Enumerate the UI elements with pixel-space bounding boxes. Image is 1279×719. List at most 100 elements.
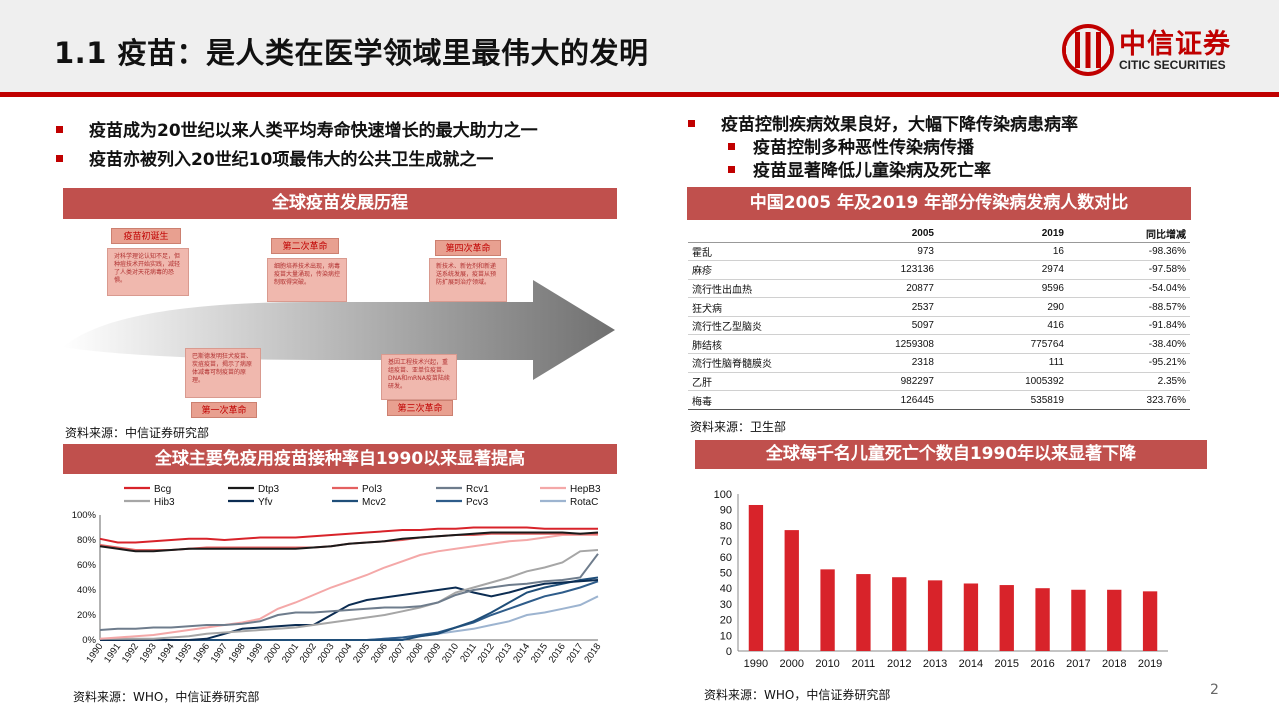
table-row: 麻疹 123136 2974 -97.58%: [688, 260, 1190, 280]
bar-chart-source: 资料来源：WHO，中信证券研究部: [704, 688, 891, 702]
y-tick-label: 40%: [77, 585, 97, 596]
bar: [1107, 589, 1122, 651]
legend-label: RotaC: [570, 497, 598, 508]
x-tick-label: 2019: [1138, 658, 1162, 670]
bullet-square-icon: [728, 165, 735, 173]
x-tick-label: 2003: [316, 641, 337, 665]
x-tick-label: 2008: [404, 641, 425, 665]
stage-callout-second: 细胞培养技术出现，病毒疫苗大量涌现，传染病控制取得突破。: [267, 258, 347, 302]
table-row: 狂犬病 2537 290 -88.57%: [688, 297, 1190, 317]
table-header-cell: [688, 226, 808, 243]
timeline-section-title: 全球疫苗发展历程: [63, 188, 617, 219]
x-tick-label: 2000: [262, 641, 283, 665]
bar: [1035, 588, 1050, 651]
x-tick-label: 1992: [120, 641, 141, 665]
x-tick-label: 2006: [369, 641, 390, 665]
stage-label-fourth: 第四次革命: [435, 240, 501, 256]
y-tick-label: 100: [714, 489, 732, 501]
line-chart-source: 资料来源：WHO，中信证券研究部: [73, 690, 260, 704]
bar-section-title: 全球每千名儿童死亡个数自1990年以来显著下降: [695, 440, 1207, 469]
y-tick-label: 60%: [77, 560, 97, 571]
y-tick-label: 80%: [77, 535, 97, 546]
x-tick-label: 2007: [387, 641, 408, 665]
table-row: 流行性出血热 20877 9596 -54.04%: [688, 279, 1190, 299]
bar: [784, 530, 799, 651]
stage-callout-third: 基因工程技术兴起，重组疫苗、亚单位疫苗、DNA和mRNA疫苗陆续研发。: [381, 354, 457, 400]
bar: [999, 585, 1014, 651]
x-tick-label: 2012: [887, 658, 911, 670]
citic-logo: 中信证券 CITIC SECURITIES: [1062, 22, 1252, 82]
y-tick-label: 0%: [82, 635, 96, 646]
x-tick-label: 1991: [102, 641, 123, 665]
y-tick-label: 10: [720, 630, 732, 642]
x-tick-label: 2016: [547, 641, 568, 665]
y-tick-label: 20%: [77, 610, 97, 621]
y-tick-label: 30: [720, 599, 732, 611]
header-divider: [0, 92, 1279, 97]
series-line-hib3: [100, 549, 599, 640]
series-line-dtp3: [99, 531, 599, 553]
left-bullet-1: 疫苗成为20世纪以来人类平均寿命快速增长的最大助力之一: [56, 116, 538, 141]
x-tick-label: 2013: [923, 658, 947, 670]
legend-label: Rcv1: [466, 484, 489, 495]
legend-label: Yfv: [258, 497, 272, 508]
x-tick-label: 1999: [244, 641, 265, 665]
table-section-title: 中国2005 年及2019 年部分传染病发病人数对比: [687, 187, 1191, 220]
table-row: 乙肝 982297 1005392 2.35%: [688, 372, 1190, 392]
x-tick-label: 2009: [422, 641, 443, 665]
table-row: 流行性乙型脑炎 5097 416 -91.84%: [688, 316, 1190, 336]
child-mortality-bar-chart: 0 10 20 30 40 50 60 70 80 90 100 1990 2000 2010 2011 20…: [714, 489, 1168, 670]
stage-label-second: 第二次革命: [271, 238, 339, 254]
bar: [820, 569, 835, 651]
bullet-square-icon: [56, 154, 63, 162]
stage-callout-fourth: 新技术、新佐剂和新递送系统发展，疫苗从预防扩展到治疗领域。: [429, 258, 507, 302]
stage-label-third: 第三次革命: [387, 400, 453, 416]
stage-label-birth: 疫苗初诞生: [111, 228, 181, 244]
x-tick-label: 2017: [1066, 658, 1090, 670]
table-header-cell: 同比增减: [1068, 226, 1190, 243]
legend-label: Pol3: [362, 484, 382, 495]
stage-label-first: 第一次革命: [191, 402, 257, 418]
x-tick-label: 2013: [493, 641, 514, 665]
legend-label: Dtp3: [258, 484, 280, 495]
timeline-source: 资料来源：中信证券研究部: [65, 426, 210, 440]
x-tick-label: 2011: [458, 641, 479, 664]
y-tick-label: 80: [720, 520, 732, 532]
series-line-yfv: [100, 579, 599, 641]
page-title: 1.1 疫苗：是人类在医学领域里最伟大的发明: [54, 36, 649, 70]
logo-text-en: CITIC SECURITIES: [1119, 58, 1226, 72]
table-row: 流行性脑脊髓膜炎 2318 111 -95.21%: [688, 353, 1190, 373]
table-row: 肺结核 1259308 775764 -38.40%: [688, 334, 1190, 355]
left-bullet-2: 疫苗亦被列入20世纪10项最伟大的公共卫生成就之一: [56, 145, 493, 170]
bar: [963, 583, 979, 651]
legend-label: Hib3: [154, 497, 175, 508]
x-tick-label: 1990: [744, 658, 768, 670]
legend-label: Pcv3: [466, 497, 489, 508]
y-tick-label: 20: [720, 615, 732, 627]
bar: [892, 577, 907, 651]
x-tick-label: 1994: [155, 641, 176, 665]
table-header-cell: 2019: [938, 226, 1068, 243]
bar: [1142, 591, 1158, 651]
y-tick-label: 50: [720, 568, 732, 580]
vaccination-rate-line-chart: Bcg Dtp3 Pol3 Rcv1 HepB3 Hib3 Yfv Mcv2 Pcv3 RotaC…: [72, 484, 604, 665]
y-tick-label: 60: [720, 552, 732, 564]
series-line-bcg: [99, 526, 598, 544]
disease-comparison-table: 2005 2019 同比增减 霍乱 973 16 -98.36% 麻疹 123136 29…: [688, 226, 1190, 410]
table-source: 资料来源：卫生部: [690, 420, 787, 434]
x-tick-label: 2000: [780, 658, 804, 670]
x-tick-label: 2002: [298, 641, 319, 665]
series-line-rcv1: [99, 553, 599, 631]
x-tick-label: 2010: [440, 641, 461, 665]
x-tick-label: 1995: [173, 641, 194, 665]
legend-label: Bcg: [154, 484, 171, 495]
x-tick-label: 1993: [138, 641, 159, 665]
bar: [927, 580, 943, 651]
x-tick-label: 2014: [511, 641, 532, 665]
x-tick-label: 2004: [333, 641, 354, 665]
legend-label: HepB3: [570, 484, 601, 495]
bar: [748, 504, 764, 651]
x-tick-label: 1997: [209, 641, 230, 665]
x-tick-label: 2015: [529, 641, 550, 665]
x-tick-label: 2014: [959, 658, 983, 670]
